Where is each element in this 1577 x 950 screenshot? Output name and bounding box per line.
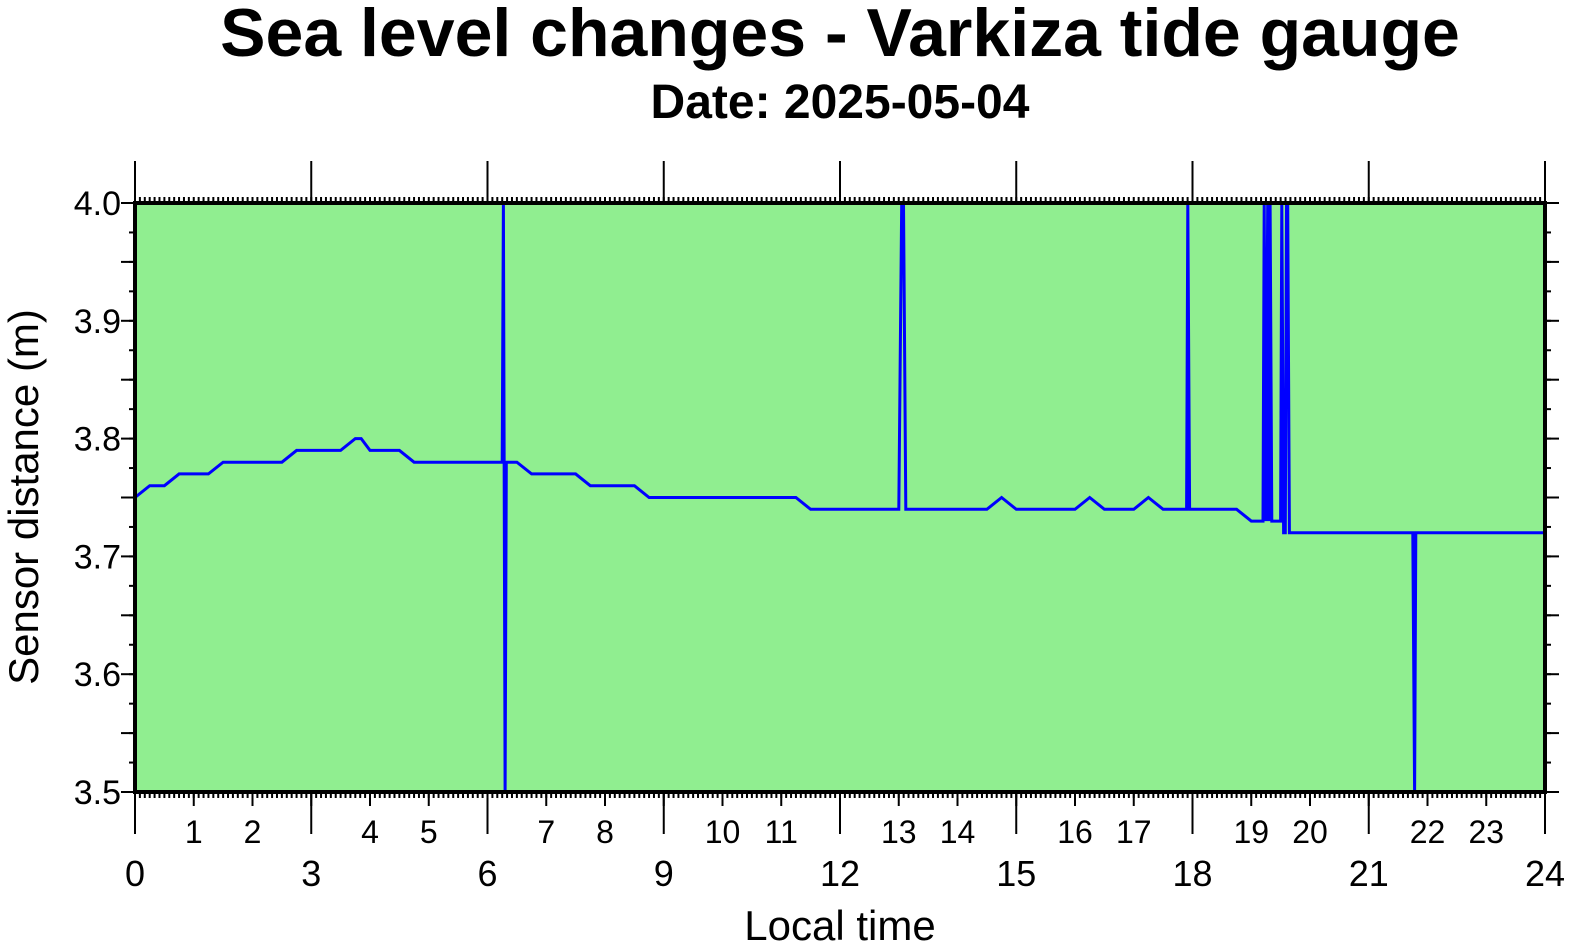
- x-hour-tick-label: 22: [1410, 814, 1446, 850]
- x-major-tick-label: 3: [301, 853, 321, 894]
- x-major-tick-label: 12: [820, 853, 860, 894]
- x-hour-tick-label: 16: [1057, 814, 1093, 850]
- y-tick-label: 3.5: [74, 774, 121, 812]
- x-hour-tick-label: 11: [765, 814, 798, 850]
- chart-title: Sea level changes - Varkiza tide gauge: [220, 0, 1460, 71]
- y-tick-label: 3.8: [74, 421, 121, 459]
- x-hour-tick-label: 2: [244, 814, 262, 850]
- x-hour-tick-label: 14: [940, 814, 976, 850]
- x-hour-tick-label: 8: [596, 814, 614, 850]
- x-hour-tick-label: 1: [185, 814, 203, 850]
- x-hour-tick-label: 10: [705, 814, 741, 850]
- x-major-tick-label: 6: [477, 853, 497, 894]
- series-group: [134, 201, 1545, 793]
- x-hour-tick-label: 17: [1116, 814, 1152, 850]
- x-major-tick-label: 0: [125, 853, 145, 894]
- y-tick-label: 4.0: [74, 185, 121, 223]
- plot-area: [135, 203, 1545, 792]
- y-tick-label: 3.7: [74, 538, 121, 576]
- x-major-tick-label: 15: [996, 853, 1036, 894]
- x-hour-tick-label: 5: [420, 814, 438, 850]
- x-hour-tick-label: 4: [361, 814, 379, 850]
- chart-subtitle: Date: 2025-05-04: [651, 76, 1030, 129]
- series-line-0: [134, 201, 1545, 793]
- x-major-tick-label: 9: [654, 853, 674, 894]
- x-hour-tick-label: 13: [881, 814, 917, 850]
- x-hour-tick-label: 20: [1292, 814, 1328, 850]
- y-tick-label: 3.9: [74, 303, 121, 341]
- x-major-tick-label: 21: [1349, 853, 1389, 894]
- x-axis-label: Local time: [744, 902, 935, 949]
- x-major-tick-label: 24: [1525, 853, 1565, 894]
- y-tick-label: 3.6: [74, 656, 121, 694]
- x-hour-tick-label: 23: [1468, 814, 1504, 850]
- x-major-tick-label: 18: [1172, 853, 1212, 894]
- x-hour-tick-label: 7: [537, 814, 555, 850]
- y-axis-label: Sensor distance (m): [0, 309, 47, 685]
- x-hour-tick-label: 19: [1233, 814, 1269, 850]
- axes-group: 0 3 6 9 12 15 18 21 241 2 4 5 7 8 10 11 13 14 16 17 19 20 22 23…: [74, 161, 1565, 894]
